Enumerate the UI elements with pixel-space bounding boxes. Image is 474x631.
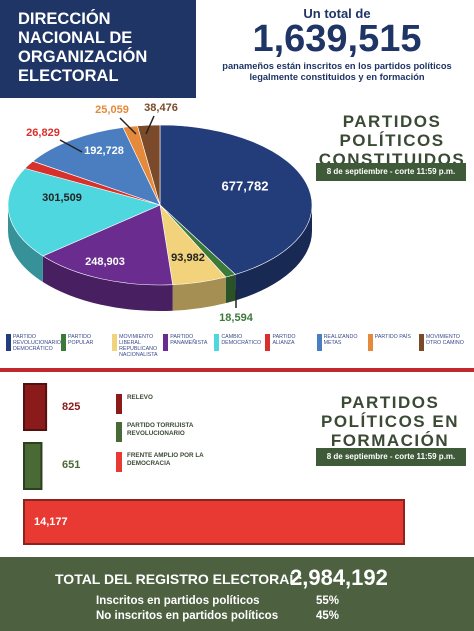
legend-item: PARTIDO ALIANZA	[265, 334, 316, 358]
pie-slice	[7, 168, 161, 257]
value-label: 651	[62, 459, 80, 471]
legend-swatch	[265, 334, 271, 351]
value-label: 38,476	[144, 102, 178, 114]
legend-label: PARTIDO PAÍS	[374, 334, 411, 340]
bar	[23, 383, 48, 431]
footer-row-label: Inscritos en partidos políticos	[96, 595, 260, 607]
pie-slice	[32, 127, 161, 206]
legend-label: PARTIDO TORRIJISTA REVOLUCIONARIO	[127, 422, 194, 437]
legend-item: PARTIDO PAÍS	[367, 334, 419, 358]
legend-item: PARTIDO POPULAR	[60, 334, 112, 358]
bar-legend-item: PARTIDO TORRIJISTA REVOLUCIONARIO	[116, 422, 226, 442]
legend-label: FRENTE AMPLIO POR LA DEMOCRACIA	[127, 452, 204, 467]
value-label: 677,782	[222, 178, 269, 193]
legend-label: REALIZANDO METAS	[323, 334, 358, 346]
legend-swatch	[367, 334, 373, 351]
legend-swatch	[6, 334, 11, 351]
bar	[23, 499, 405, 545]
bar	[23, 442, 43, 490]
legend-item: PARTIDO PANAMEÑISTA	[163, 334, 214, 358]
slice-side	[42, 255, 173, 312]
separator	[0, 368, 474, 372]
leader-line	[119, 117, 137, 135]
value-label: 93,982	[171, 252, 205, 264]
footer-row-value: 55%	[316, 595, 340, 607]
slice-side	[235, 205, 312, 301]
value-label: 26,829	[26, 127, 60, 139]
value-label: 18,594	[219, 312, 254, 324]
value-label: 825	[62, 401, 80, 413]
legend-swatch	[214, 334, 220, 351]
value-label: 248,903	[85, 256, 125, 268]
legend-label: PARTIDO PANAMEÑISTA	[170, 334, 208, 346]
section-subtitle: 8 de septiembre - corte 11:59 p.m.	[316, 163, 466, 181]
legend-swatch	[60, 334, 66, 351]
legend-item: MOVIMIENTO LIBERAL REPUBLICANO NACIONALI…	[112, 334, 163, 358]
legend-item: REALIZANDO METAS	[316, 334, 368, 358]
total-caption: panameños están inscritos en los partido…	[222, 61, 452, 82]
slice-side	[172, 277, 226, 311]
legend-item: PARTIDO REVOLUCIONARIO DEMOCRÁTICO	[6, 334, 61, 358]
legend: PARTIDO REVOLUCIONARIO DEMOCRÁTICO PARTID…	[6, 334, 470, 358]
footer: TOTAL DEL REGISTRO ELECTORAL: 2,984,192 …	[0, 557, 474, 631]
legend-label: RELEVO	[127, 394, 153, 401]
section-title: PARTIDOS POLÍTICOS CONSTITUIDOS	[318, 112, 466, 169]
legend-label: PARTIDO ALIANZA	[272, 334, 296, 346]
section-title: PARTIDOS POLÍTICOS EN FORMACIÓN	[321, 393, 459, 450]
legend-swatch	[112, 334, 118, 351]
legend-item: CAMBIO DEMOCRÁTICO	[214, 334, 265, 358]
pie-slice	[159, 124, 313, 275]
total-intro: Un total de	[303, 6, 371, 21]
legend-item: MOVIMIENTO OTRO CAMINO	[418, 334, 470, 358]
value-label: 192,728	[84, 145, 124, 157]
legend-swatch	[316, 334, 322, 351]
legend-swatch	[116, 452, 122, 472]
section-subtitle: 8 de septiembre - corte 11:59 p.m.	[316, 448, 466, 466]
legend-label: MOVIMIENTO LIBERAL REPUBLICANO NACIONALI…	[119, 334, 158, 358]
leader-line	[145, 115, 155, 135]
leader-line	[59, 139, 83, 153]
footer-row-value: 45%	[316, 610, 340, 622]
footer-label: TOTAL DEL REGISTRO ELECTORAL:	[55, 571, 303, 587]
pie-slice	[137, 124, 161, 206]
legend-swatch	[116, 394, 122, 414]
total: 1,639,515	[252, 18, 422, 60]
legend-swatch	[116, 422, 122, 442]
value-label: 301,509	[42, 192, 82, 204]
legend-swatch	[163, 334, 169, 351]
legend-label: CAMBIO DEMOCRÁTICO	[221, 334, 262, 346]
pie-slice	[42, 204, 174, 286]
footer-total: 2,984,192	[290, 565, 388, 590]
legend-label: PARTIDO POPULAR	[67, 334, 94, 346]
header-title: DIRECCIÓN NACIONAL DE ORGANIZACIÓN ELECT…	[0, 0, 196, 98]
footer-row-label: No inscritos en partidos políticos	[96, 610, 279, 622]
legend-label: MOVIMIENTO OTRO CAMINO	[425, 334, 464, 346]
slice-side	[8, 205, 43, 282]
slice-side	[225, 274, 236, 304]
bar-legend-item: FRENTE AMPLIO POR LA DEMOCRACIA	[116, 452, 226, 472]
value-label: 14,177	[34, 516, 68, 528]
bar-legend-item: RELEVO	[116, 394, 226, 414]
legend-swatch	[418, 334, 424, 351]
value-label: 25,059	[95, 104, 129, 116]
legend-label: PARTIDO REVOLUCIONARIO DEMOCRÁTICO	[13, 334, 61, 352]
